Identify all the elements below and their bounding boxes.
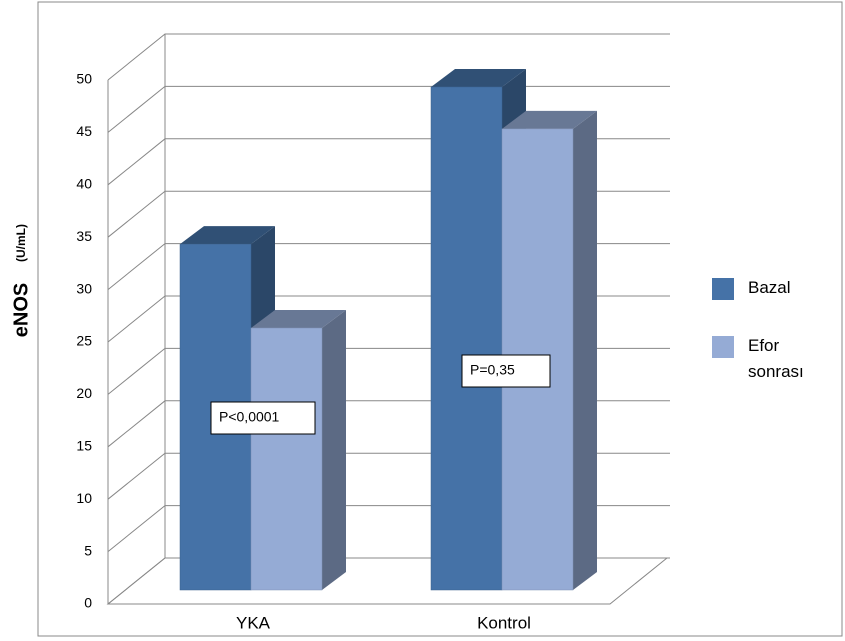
y-axis-unit: (U/mL) — [14, 224, 28, 262]
y-tick-label: 25 — [76, 333, 92, 349]
bar — [501, 110, 597, 591]
annotation-box — [461, 354, 551, 388]
legend-swatch — [712, 278, 734, 300]
y-tick-label: 0 — [84, 595, 92, 611]
y-tick-label: 20 — [76, 385, 92, 401]
bar-top — [502, 110, 597, 129]
legend-swatch — [712, 336, 734, 358]
legend-label: Bazal — [748, 278, 791, 297]
bar-top — [251, 310, 346, 328]
annotation: P=0,35 — [470, 362, 515, 378]
x-tick-label: Kontrol — [477, 613, 531, 632]
annotation-box — [210, 401, 316, 435]
y-tick-label: 15 — [76, 438, 92, 454]
bar — [250, 310, 346, 591]
y-tick-label: 50 — [76, 71, 92, 87]
bar-front — [430, 86, 503, 591]
legend-label: Efor sonrası — [748, 336, 804, 381]
y-tick-label: 5 — [84, 542, 92, 558]
y-tick-label: 10 — [76, 490, 92, 506]
bar-side — [573, 110, 597, 590]
x-tick-label: YKA — [236, 613, 271, 632]
bar-side — [322, 310, 346, 590]
y-tick-label: 40 — [76, 176, 92, 192]
y-axis-label: eNOS — [10, 283, 32, 337]
bar-front — [250, 327, 323, 591]
bar-top — [431, 68, 526, 87]
annotation: P<0,0001 — [219, 409, 280, 425]
bar-top — [180, 226, 275, 245]
y-tick-label: 45 — [76, 123, 92, 139]
y-tick-label: 30 — [76, 280, 92, 296]
grid-line — [107, 33, 670, 81]
y-tick-label: 35 — [76, 228, 92, 244]
